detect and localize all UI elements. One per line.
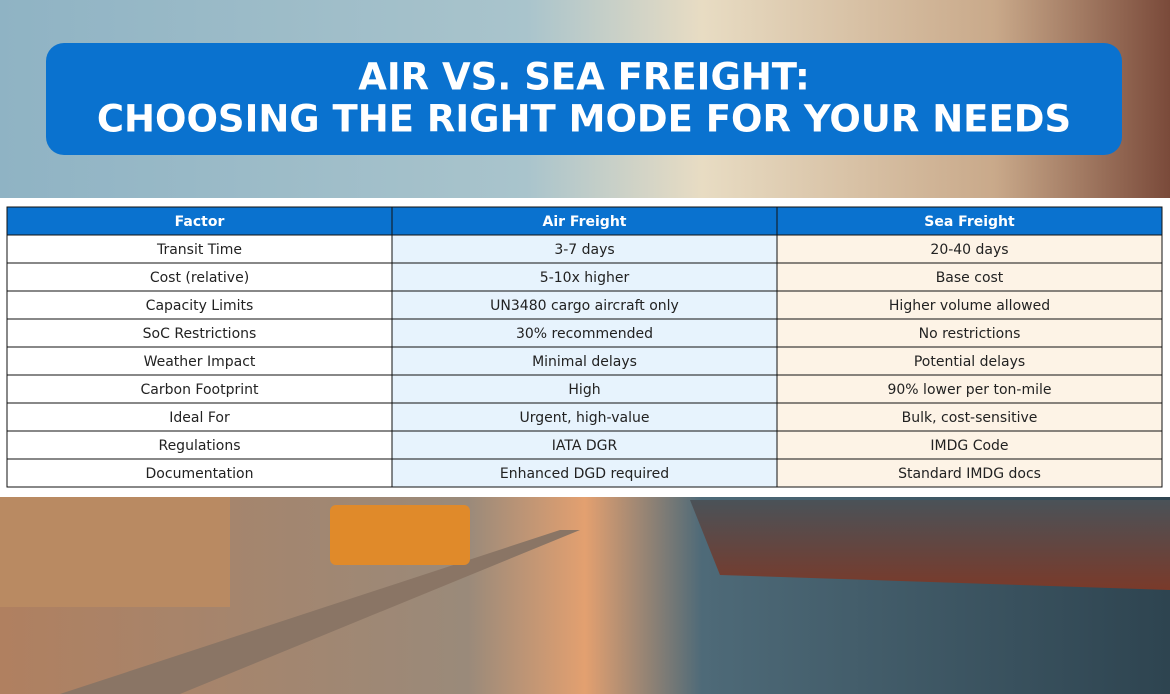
cell-text: No restrictions (919, 326, 1021, 342)
cell-text: Bulk, cost-sensitive (902, 410, 1038, 426)
cell-text: Higher volume allowed (889, 298, 1050, 314)
cell (776, 430, 1163, 460)
cell-text: Ideal For (169, 410, 230, 426)
title-line: CHOOSING THE RIGHT MODE FOR YOUR NEEDS (97, 98, 1071, 141)
cell (776, 290, 1163, 320)
cell-text: IMDG Code (930, 438, 1008, 454)
cell (776, 402, 1163, 432)
cell (776, 234, 1163, 264)
cell-text: Capacity Limits (146, 298, 254, 314)
cell (391, 430, 778, 460)
cargo (0, 497, 230, 607)
cell-text: Documentation (146, 466, 254, 482)
cell-text: Weather Impact (144, 354, 256, 370)
header-text: Factor (175, 214, 225, 230)
cell-text: Carbon Footprint (141, 382, 259, 398)
cell-text: 5-10x higher (540, 270, 630, 286)
cell-text: Minimal delays (532, 354, 637, 370)
cell-text: Cost (relative) (150, 270, 249, 286)
cell-text: 30% recommended (516, 326, 653, 342)
cell (6, 430, 393, 460)
cell-text: Potential delays (914, 354, 1025, 370)
cell-text: 3-7 days (554, 242, 614, 258)
cell (776, 346, 1163, 376)
table: Factor Air Freight Sea Freight Transit Time… (6, 206, 1163, 488)
title-line: AIR VS. SEA FREIGHT: (358, 56, 810, 99)
cell (776, 458, 1163, 488)
cell-text: High (568, 382, 600, 398)
cell-text: 90% lower per ton-mile (887, 382, 1051, 398)
title-box (46, 43, 1122, 155)
cell (6, 290, 393, 320)
runway (60, 530, 580, 694)
cell-text: UN3480 cargo aircraft only (490, 298, 679, 314)
cell-text: 20-40 days (930, 242, 1008, 258)
cell (391, 262, 778, 292)
cell-text: Base cost (936, 270, 1004, 286)
cell-text: Standard IMDG docs (898, 466, 1041, 482)
cell (391, 346, 778, 376)
cell (776, 318, 1163, 348)
cell-text: Urgent, high-value (520, 410, 650, 426)
forklift (330, 505, 470, 565)
cell (391, 318, 778, 348)
cell (391, 374, 778, 404)
cell-text: Regulations (158, 438, 240, 454)
cell-text: Transit Time (156, 242, 242, 258)
cell-text: IATA DGR (552, 438, 618, 454)
cell (6, 262, 393, 292)
cell (6, 346, 393, 376)
header-text: Sea Freight (924, 214, 1015, 230)
cell (391, 402, 778, 432)
cell (391, 234, 778, 264)
ship (690, 500, 1170, 590)
cell (391, 458, 778, 488)
cell (776, 374, 1163, 404)
cell-text: SoC Restrictions (143, 326, 257, 342)
header-text: Air Freight (543, 214, 627, 230)
cell-text: Enhanced DGD required (500, 466, 669, 482)
